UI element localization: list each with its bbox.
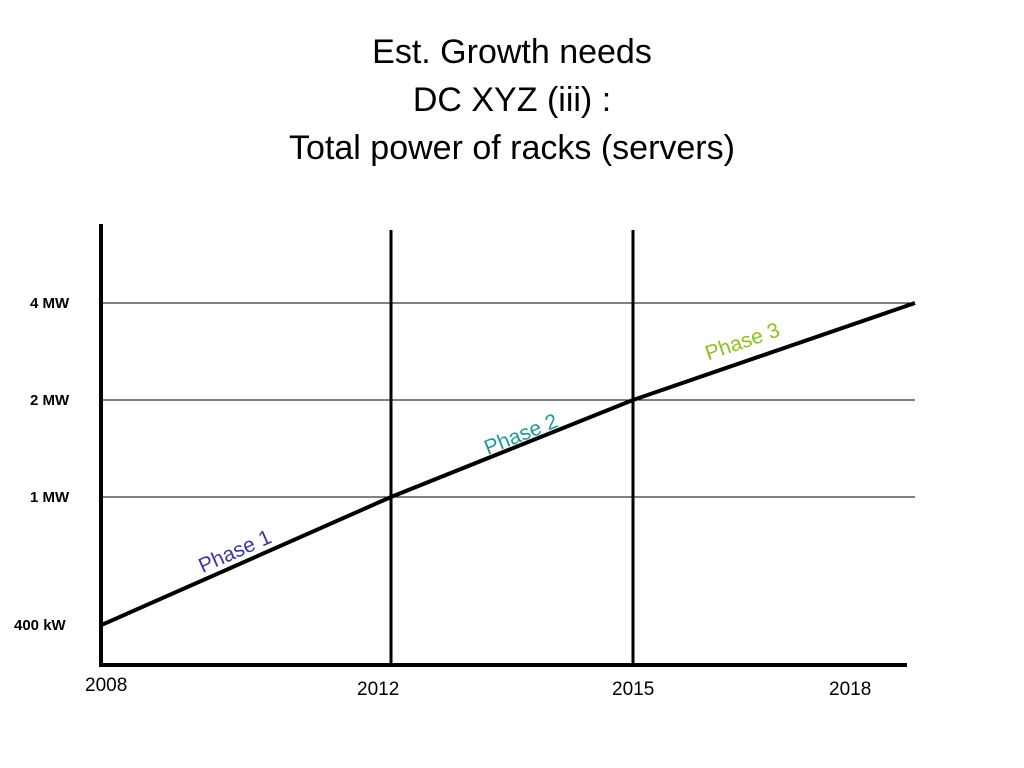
x-tick-label: 2018	[829, 679, 871, 700]
title-line-3: Total power of racks (servers)	[289, 129, 735, 167]
y-tick-label: 4 MW	[30, 295, 70, 312]
x-tick-label: 2015	[612, 679, 654, 700]
phase-label: Phase 3	[702, 319, 782, 366]
y-tick-label: 2 MW	[30, 392, 70, 409]
phase-label: Phase 2	[481, 410, 561, 460]
phase-label: Phase 1	[195, 526, 275, 578]
title-line-2: DC XYZ (iii) :	[412, 81, 612, 119]
x-tick-label: 2008	[85, 675, 127, 696]
x-tick-label: 2012	[357, 679, 399, 700]
y-tick-label: 400 kW	[14, 617, 67, 634]
series-line	[100, 301, 916, 628]
title-line-1: Est. Growth needs	[372, 33, 652, 71]
y-tick-label: 1 MW	[30, 489, 70, 506]
chart-title: Est. Growth needs DC XYZ (iii) : Total p…	[0, 28, 1024, 172]
